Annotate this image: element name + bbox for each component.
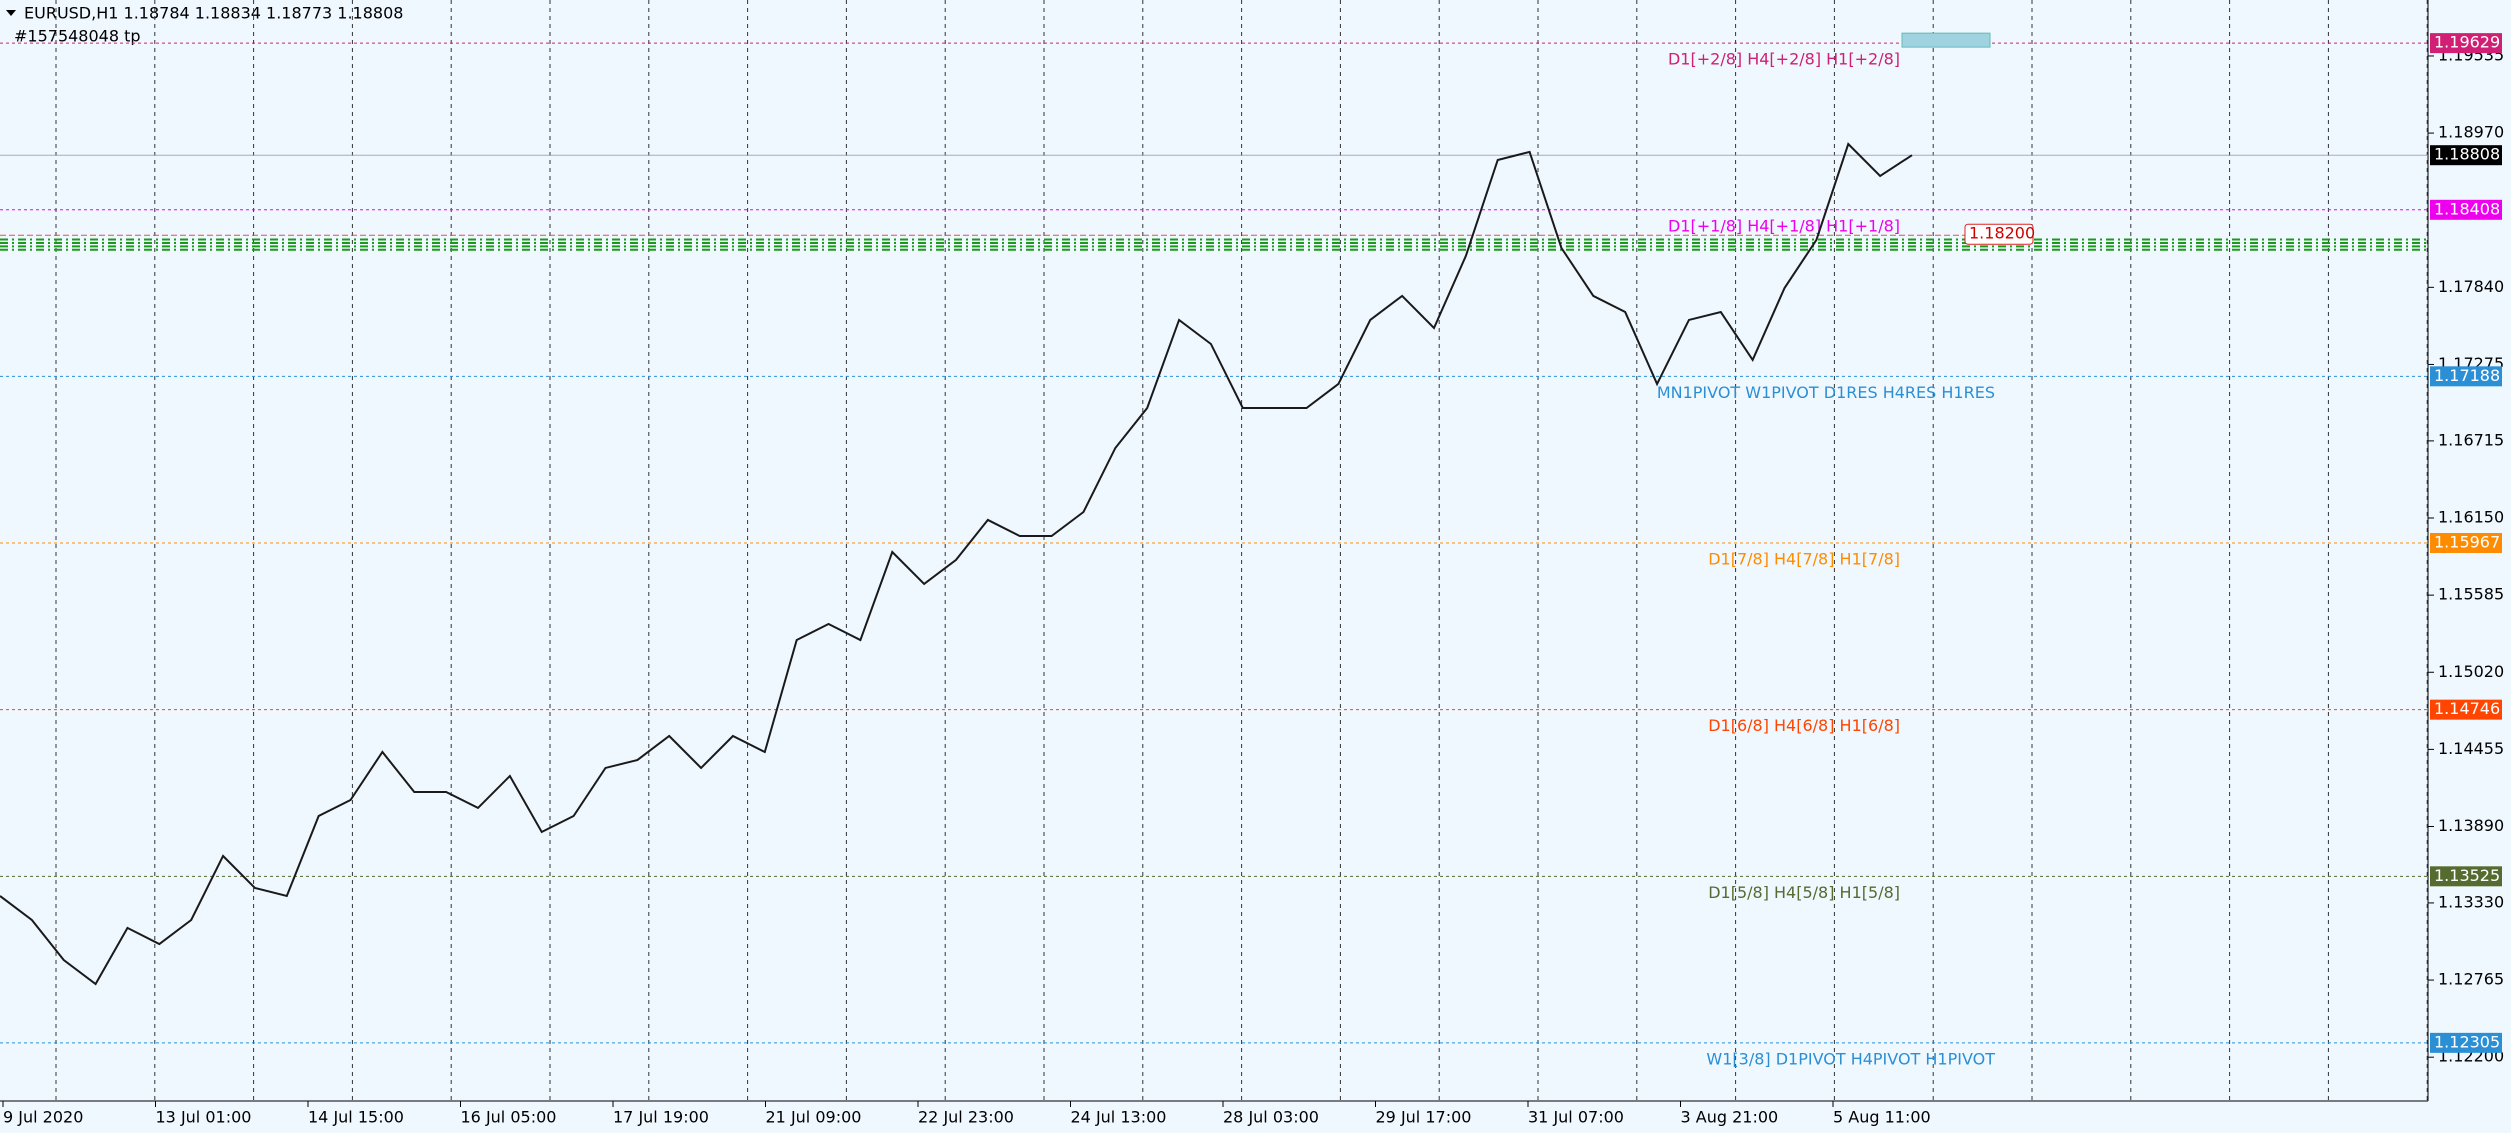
menu-arrow[interactable]: [6, 10, 16, 16]
level-price: 1.18408: [2434, 199, 2500, 218]
level-label: W1[3/8] D1PIVOT H4PIVOT H1PIVOT: [1706, 1049, 1995, 1068]
level-price-box: [2430, 199, 2502, 220]
level-price: 1.14746: [2434, 699, 2500, 718]
y-tick-label: 1.18970: [2438, 123, 2504, 142]
level-price-box: [2430, 366, 2502, 387]
level-price: 1.19629: [2434, 33, 2500, 52]
y-tick-label: 1.13330: [2438, 892, 2504, 911]
level-price-box: [2430, 33, 2502, 54]
level-price: 1.13525: [2434, 866, 2500, 885]
level-price: 1.17188: [2434, 366, 2500, 385]
x-tick-label: 21 Jul 09:00: [766, 1108, 862, 1127]
y-tick-label: 1.16715: [2438, 430, 2504, 449]
price-line: [0, 142, 1913, 986]
order-tp: #157548048 tp: [14, 27, 141, 46]
x-tick-label: 29 Jul 17:00: [1376, 1108, 1472, 1127]
y-tick-label: 1.15020: [2438, 662, 2504, 681]
level-label: D1[7/8] H4[7/8] H1[7/8]: [1708, 549, 1900, 568]
chart-title: EURUSD,H1 1.18784 1.18834 1.18773 1.1880…: [24, 4, 403, 23]
level-price-box: [2430, 866, 2502, 887]
level-price-box: [2430, 532, 2502, 553]
y-tick-label: 1.17840: [2438, 277, 2504, 296]
x-tick-label: 24 Jul 13:00: [1071, 1108, 1167, 1127]
y-tick-label: 1.13890: [2438, 816, 2504, 835]
x-tick-label: 31 Jul 07:00: [1528, 1108, 1624, 1127]
marker-price: 1.18200: [1969, 224, 2035, 243]
x-tick-label: 17 Jul 19:00: [613, 1108, 709, 1127]
level-label: MN1PIVOT W1PIVOT D1RES H4RES H1RES: [1657, 383, 1995, 402]
level-label: D1[+1/8] H4[+1/8] H1[+1/8]: [1668, 216, 1900, 235]
level-price-box: [2430, 1032, 2502, 1053]
level-label: D1[+2/8] H4[+2/8] H1[+2/8]: [1668, 50, 1900, 69]
x-tick-label: 5 Aug 11:00: [1833, 1108, 1931, 1127]
current-price-box: [2430, 145, 2502, 166]
x-tick-label: 22 Jul 23:00: [918, 1108, 1014, 1127]
level-label: D1[5/8] H4[5/8] H1[5/8]: [1708, 883, 1900, 902]
y-tick-label: 1.16150: [2438, 508, 2504, 527]
y-tick-label: 1.15585: [2438, 585, 2504, 604]
x-tick-label: 9 Jul 2020: [3, 1108, 83, 1127]
level-price: 1.12305: [2434, 1032, 2500, 1051]
x-tick-label: 16 Jul 05:00: [461, 1108, 557, 1127]
y-tick-label: 1.12765: [2438, 970, 2504, 989]
level-price: 1.15967: [2434, 532, 2500, 551]
x-tick-label: 13 Jul 01:00: [156, 1108, 252, 1127]
x-tick-label: 3 Aug 21:00: [1681, 1108, 1779, 1127]
x-tick-label: 14 Jul 15:00: [308, 1108, 404, 1127]
level-price-box: [2430, 699, 2502, 720]
target-zone: [1901, 32, 1991, 48]
y-tick-label: 1.14455: [2438, 739, 2504, 758]
level-label: D1[6/8] H4[6/8] H1[6/8]: [1708, 716, 1900, 735]
x-tick-label: 28 Jul 03:00: [1223, 1108, 1319, 1127]
current-price: 1.18808: [2434, 145, 2500, 164]
marker-box: [1964, 223, 2034, 245]
